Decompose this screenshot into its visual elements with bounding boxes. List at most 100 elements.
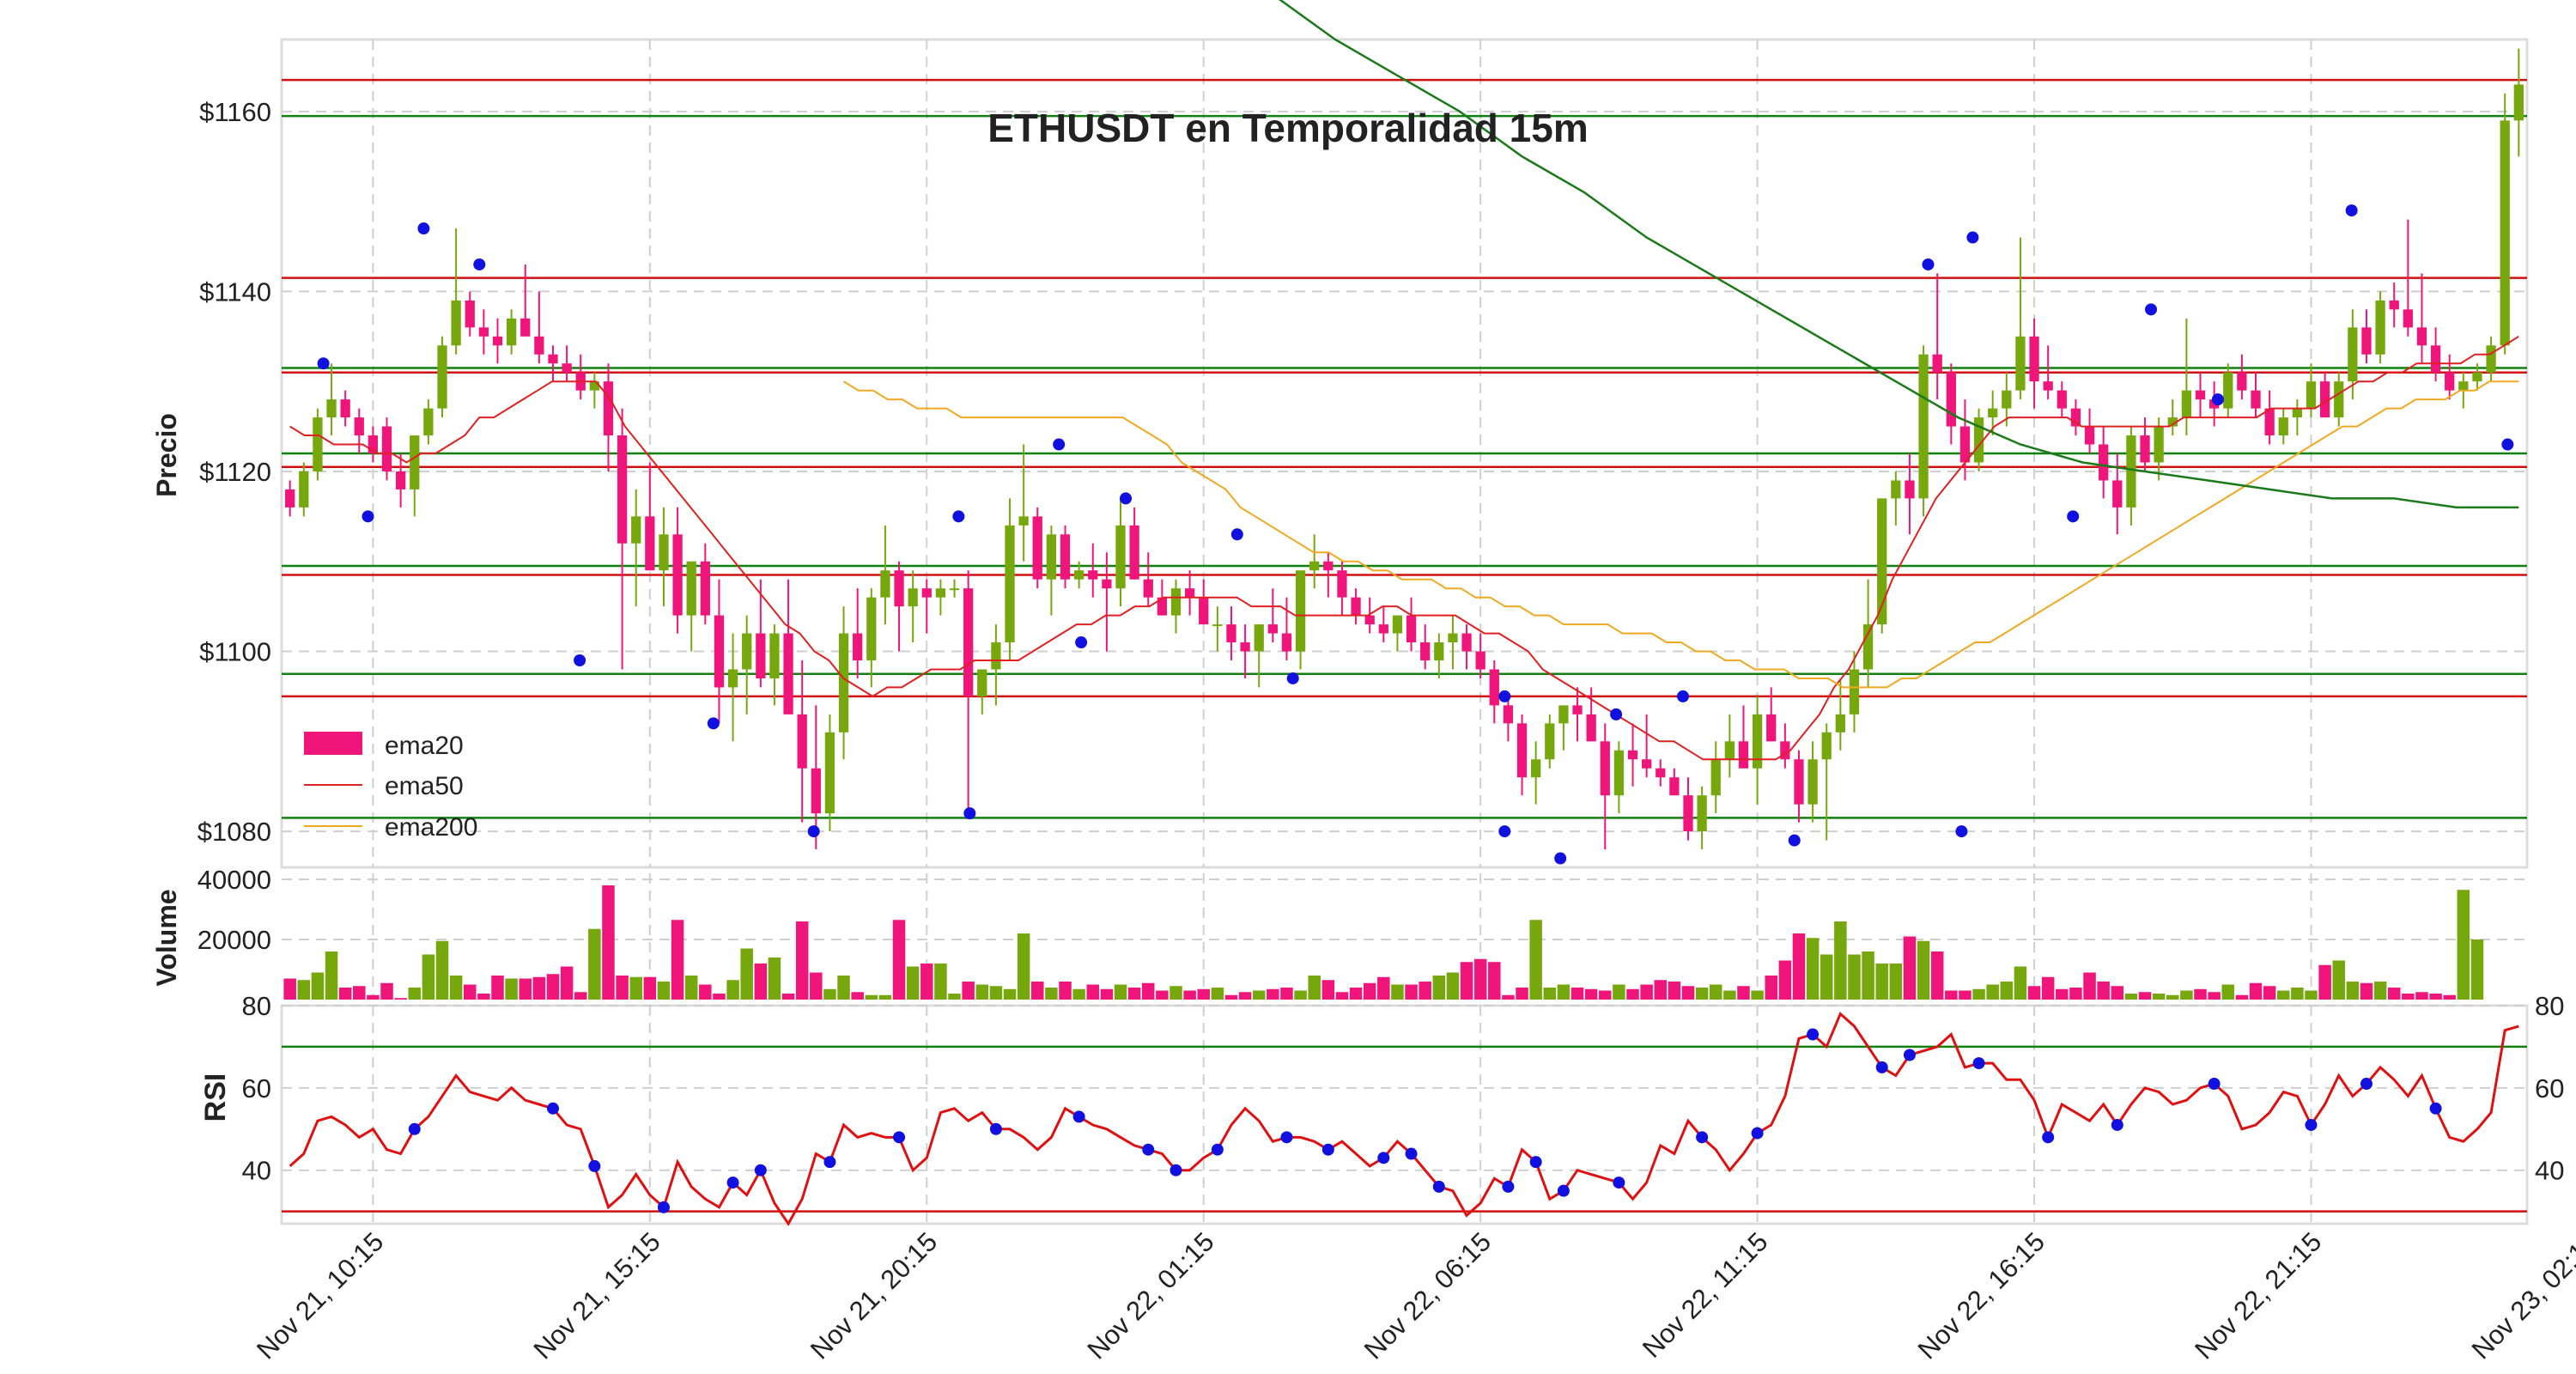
volume-bar-58 bbox=[1086, 984, 1100, 1000]
candle-body-89 bbox=[1516, 723, 1528, 778]
x-tick-labels: Nov 21, 10:15 Nov 21, 15:15 Nov 21, 20:15 N… bbox=[251, 1226, 2576, 1365]
volume-bar-26 bbox=[643, 976, 657, 1000]
candle-body-152 bbox=[2389, 300, 2399, 310]
volume-bar-141 bbox=[2235, 994, 2249, 1000]
candle-body-132 bbox=[2112, 480, 2123, 508]
volume-bar-100 bbox=[1668, 982, 1681, 1000]
x-tick-label-4: Nov 22, 06:15 bbox=[1358, 1226, 1497, 1365]
rsi-tick-label-left-0: 40 bbox=[242, 1156, 271, 1186]
pivot-point-2 bbox=[473, 258, 486, 271]
candle-body-161 bbox=[2513, 84, 2524, 121]
volume-bar-74 bbox=[1308, 976, 1321, 1000]
candle-body-74 bbox=[1309, 561, 1320, 571]
price-tick-label-4: $1160 bbox=[199, 97, 271, 127]
volume-tick-label-0: 20000 bbox=[197, 925, 271, 955]
volume-bar-149 bbox=[2346, 982, 2360, 1000]
volume-bar-66 bbox=[1197, 988, 1210, 1000]
candle-body-94 bbox=[1586, 714, 1596, 742]
rsi-pivot-12 bbox=[1211, 1143, 1224, 1156]
candle-body-14 bbox=[478, 327, 489, 337]
candle-body-49 bbox=[963, 588, 974, 696]
candle-body-105 bbox=[1738, 741, 1749, 769]
volume-bar-104 bbox=[1723, 990, 1736, 1000]
volume-bar-122 bbox=[1972, 988, 1985, 1000]
volume-bar-145 bbox=[2291, 988, 2304, 1000]
volume-bar-124 bbox=[2000, 982, 2014, 1000]
candle-body-95 bbox=[1600, 741, 1610, 796]
volume-bar-56 bbox=[1059, 982, 1072, 1000]
price-ylabel: Precio bbox=[151, 413, 182, 497]
volume-bar-140 bbox=[2221, 984, 2235, 1000]
volume-bar-139 bbox=[2208, 992, 2221, 1000]
volume-bar-135 bbox=[2152, 994, 2166, 1000]
candle-body-110 bbox=[1807, 759, 1818, 805]
volume-bar-72 bbox=[1280, 988, 1293, 1000]
volume-bar-134 bbox=[2138, 992, 2152, 1000]
volume-bar-119 bbox=[1930, 951, 1944, 1000]
volume-bar-130 bbox=[2083, 972, 2096, 1000]
volume-bar-69 bbox=[1238, 992, 1252, 1000]
candle-body-66 bbox=[1199, 597, 1209, 625]
candle-body-42 bbox=[866, 597, 877, 660]
pivot-point-19 bbox=[1286, 672, 1299, 684]
x-tick-label-1: Nov 21, 15:15 bbox=[528, 1226, 666, 1365]
volume-bar-64 bbox=[1170, 986, 1182, 1000]
candle-body-24 bbox=[617, 435, 628, 544]
volume-bar-102 bbox=[1695, 988, 1709, 1000]
volume-bar-70 bbox=[1252, 990, 1266, 1000]
candle-body-128 bbox=[2057, 390, 2067, 409]
rsi-pivot-22 bbox=[1696, 1131, 1709, 1144]
candle-body-160 bbox=[2500, 120, 2510, 346]
volume-bar-34 bbox=[754, 964, 768, 1000]
volume-bar-59 bbox=[1100, 988, 1114, 1000]
x-tick-label-2: Nov 21, 20:15 bbox=[805, 1226, 943, 1365]
volume-bar-32 bbox=[726, 980, 739, 1000]
volume-bar-68 bbox=[1224, 994, 1238, 1000]
volume-bar-21 bbox=[574, 992, 587, 1000]
rsi-pivot-5 bbox=[754, 1164, 767, 1176]
volume-bar-151 bbox=[2373, 982, 2387, 1000]
candle-body-25 bbox=[631, 516, 641, 544]
volume-bar-60 bbox=[1114, 984, 1127, 1000]
candle-body-114 bbox=[1862, 624, 1874, 670]
pivot-point-20 bbox=[1498, 825, 1511, 838]
candle-body-84 bbox=[1448, 633, 1458, 643]
pivot-point-6 bbox=[1230, 528, 1243, 541]
candle-body-92 bbox=[1558, 705, 1569, 724]
volume-bar-156 bbox=[2443, 994, 2456, 1000]
volume-bar-120 bbox=[1945, 990, 1958, 1000]
volume-bar-49 bbox=[962, 982, 975, 1000]
price-tick-label-2: $1120 bbox=[199, 457, 271, 487]
rsi-pivot-18 bbox=[1502, 1180, 1515, 1193]
volume-bar-41 bbox=[851, 992, 864, 1000]
volume-bar-101 bbox=[1681, 986, 1695, 1000]
chart-title: ETHUSDT en Temporalidad 15m bbox=[987, 106, 1589, 150]
rsi-line bbox=[282, 1012, 2527, 1226]
volume-bar-96 bbox=[1613, 984, 1625, 1000]
volume-bar-94 bbox=[1584, 988, 1598, 1000]
candle-body-33 bbox=[742, 633, 752, 670]
volume-bar-86 bbox=[1473, 958, 1487, 1000]
candle-body-18 bbox=[534, 336, 544, 355]
candle-body-150 bbox=[2361, 327, 2372, 355]
volume-bar-35 bbox=[768, 958, 781, 1000]
candle-body-121 bbox=[1959, 426, 1971, 463]
volume-bar-79 bbox=[1377, 976, 1390, 1000]
candle-body-141 bbox=[2237, 372, 2247, 391]
candle-body-34 bbox=[756, 633, 766, 678]
candle-body-6 bbox=[368, 435, 379, 453]
candle-body-87 bbox=[1489, 669, 1499, 706]
candle-body-17 bbox=[520, 318, 531, 337]
volume-bar-117 bbox=[1903, 936, 1917, 1000]
volume-bar-63 bbox=[1156, 990, 1169, 1000]
candle-body-101 bbox=[1683, 795, 1693, 832]
candle-body-64 bbox=[1170, 588, 1182, 616]
volume-bar-25 bbox=[629, 976, 642, 1000]
candle-body-7 bbox=[381, 426, 392, 471]
pivot-point-18 bbox=[1075, 636, 1088, 649]
volume-bar-28 bbox=[671, 920, 684, 1000]
volume-bar-44 bbox=[892, 920, 906, 1000]
candle-body-156 bbox=[2445, 372, 2455, 391]
candle-body-59 bbox=[1102, 579, 1112, 589]
